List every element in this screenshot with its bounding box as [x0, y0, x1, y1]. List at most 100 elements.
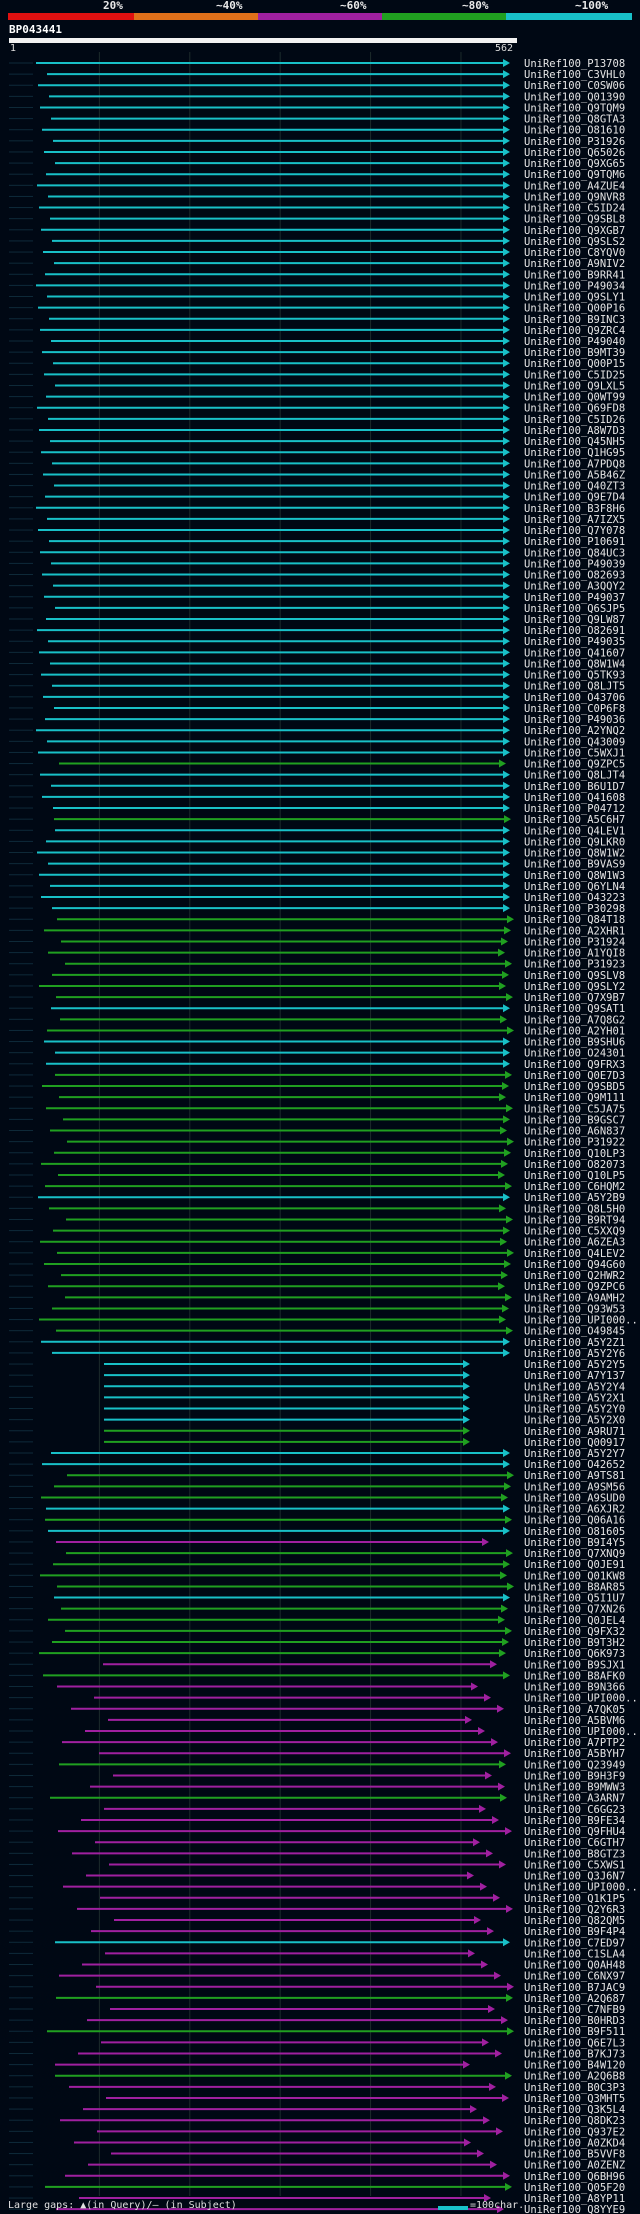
hit-row[interactable]: UniRef100_A9RU71: [9, 1426, 625, 1438]
hit-label[interactable]: UniRef100_B9RT94: [524, 1214, 625, 1226]
hit-label[interactable]: UniRef100_B9T3H2: [524, 1637, 625, 1649]
hit-row[interactable]: UniRef100_Q9SBL8: [9, 214, 625, 226]
hit-label[interactable]: UniRef100_Q9FRX3: [524, 1059, 625, 1071]
hit-row[interactable]: UniRef100_Q6SJP5: [9, 603, 625, 615]
hit-row[interactable]: UniRef100_O82691: [9, 625, 625, 637]
hit-row[interactable]: UniRef100_C5XWS1: [9, 1859, 625, 1871]
hit-row[interactable]: UniRef100_A9TS81: [9, 1470, 625, 1482]
hit-label[interactable]: UniRef100_B9H3F9: [524, 1770, 625, 1782]
hit-row[interactable]: UniRef100_A2YH01: [9, 1025, 625, 1037]
hit-label[interactable]: UniRef100_A2YNQ2: [524, 725, 625, 737]
hit-row[interactable]: UniRef100_P31923: [9, 959, 625, 971]
hit-row[interactable]: UniRef100_A5Y2Z1: [9, 1337, 625, 1349]
hit-row[interactable]: UniRef100_UPI000...: [9, 1882, 640, 1894]
hit-label[interactable]: UniRef100_P31923: [524, 959, 625, 971]
hit-label[interactable]: UniRef100_P31924: [524, 936, 625, 948]
hit-label[interactable]: UniRef100_Q6SJP5: [524, 603, 625, 615]
hit-label[interactable]: UniRef100_Q7XNQ9: [524, 1548, 625, 1560]
hit-row[interactable]: UniRef100_A2XHR1: [9, 925, 625, 937]
hit-row[interactable]: UniRef100_Q9SLS2: [9, 236, 625, 248]
hit-label[interactable]: UniRef100_B9N366: [524, 1682, 625, 1694]
hit-row[interactable]: UniRef100_Q9TQM6: [9, 169, 625, 181]
hit-label[interactable]: UniRef100_Q9TQM6: [524, 169, 625, 181]
hit-row[interactable]: UniRef100_C6GTH7: [9, 1837, 625, 1849]
hit-row[interactable]: UniRef100_C7NFB9: [9, 2004, 625, 2016]
hit-row[interactable]: UniRef100_A0ZENZ: [9, 2160, 625, 2172]
hit-row[interactable]: UniRef100_A5B46Z: [9, 469, 625, 481]
hit-row[interactable]: UniRef100_A5Y2Y4: [9, 1381, 625, 1393]
hit-label[interactable]: UniRef100_Q9E7D4: [524, 492, 625, 504]
hit-label[interactable]: UniRef100_A5Y2X0: [524, 1415, 625, 1427]
hit-label[interactable]: UniRef100_Q0WT99: [524, 392, 625, 404]
hit-row[interactable]: UniRef100_B9T3H2: [9, 1637, 625, 1649]
hit-label[interactable]: UniRef100_A5Y2B9: [524, 1192, 625, 1204]
hit-row[interactable]: UniRef100_A7IZX5: [9, 514, 625, 526]
hit-row[interactable]: UniRef100_P49034: [9, 280, 625, 292]
hit-label[interactable]: UniRef100_O43706: [524, 692, 625, 704]
hit-row[interactable]: UniRef100_Q4LEV1: [9, 825, 625, 837]
hit-row[interactable]: UniRef100_Q41608: [9, 792, 625, 804]
hit-label[interactable]: UniRef100_A4ZUE4: [524, 180, 625, 192]
hit-row[interactable]: UniRef100_A5C6H7: [9, 814, 625, 826]
hit-label[interactable]: UniRef100_B5VVF8: [524, 2149, 625, 2161]
hit-row[interactable]: UniRef100_Q9ZRC4: [9, 325, 625, 337]
hit-row[interactable]: UniRef100_A5Y2X0: [9, 1415, 625, 1427]
hit-label[interactable]: UniRef100_A8YP11: [524, 2193, 625, 2205]
hit-label[interactable]: UniRef100_B9SJX1: [524, 1659, 625, 1671]
hit-row[interactable]: UniRef100_Q9SLY1: [9, 292, 625, 304]
hit-row[interactable]: UniRef100_C0SW06: [9, 80, 625, 92]
hit-row[interactable]: UniRef100_Q6YLN4: [9, 881, 625, 893]
hit-label[interactable]: UniRef100_P31926: [524, 136, 625, 148]
hit-row[interactable]: UniRef100_Q5TK93: [9, 670, 625, 682]
hit-label[interactable]: UniRef100_C0P6F8: [524, 703, 625, 715]
hit-row[interactable]: UniRef100_O49845: [9, 1326, 625, 1338]
hit-row[interactable]: UniRef100_Q4LEV2: [9, 1248, 625, 1260]
hit-label[interactable]: UniRef100_O49845: [524, 1326, 625, 1338]
hit-label[interactable]: UniRef100_A9NIV2: [524, 258, 625, 270]
hit-label[interactable]: UniRef100_A9AMH2: [524, 1292, 625, 1304]
hit-row[interactable]: UniRef100_A6ZEA3: [9, 1237, 625, 1249]
hit-row[interactable]: UniRef100_P49036: [9, 714, 625, 726]
hit-label[interactable]: UniRef100_Q41608: [524, 792, 625, 804]
hit-row[interactable]: UniRef100_P49039: [9, 558, 625, 570]
hit-label[interactable]: UniRef100_Q3MHT5: [524, 2093, 625, 2105]
hit-row[interactable]: UniRef100_UPI000...: [9, 1315, 640, 1327]
hit-row[interactable]: UniRef100_A9NIV2: [9, 258, 625, 270]
hit-label[interactable]: UniRef100_B9MWW3: [524, 1782, 625, 1794]
hit-label[interactable]: UniRef100_Q8W1W2: [524, 848, 625, 860]
hit-row[interactable]: UniRef100_Q10LP5: [9, 1170, 625, 1182]
hit-row[interactable]: UniRef100_B9N366: [9, 1682, 625, 1694]
hit-row[interactable]: UniRef100_O43706: [9, 692, 625, 704]
hit-row[interactable]: UniRef100_P04712: [9, 803, 625, 815]
hit-label[interactable]: UniRef100_B8GTZ3: [524, 1848, 625, 1860]
hit-row[interactable]: UniRef100_Q9XG65: [9, 158, 625, 170]
hit-label[interactable]: UniRef100_C6NX97: [524, 1971, 625, 1983]
hit-row[interactable]: UniRef100_Q94G60: [9, 1259, 625, 1271]
hit-row[interactable]: UniRef100_A0ZKD4: [9, 2137, 625, 2149]
hit-row[interactable]: UniRef100_Q82QM5: [9, 1915, 625, 1927]
hit-row[interactable]: UniRef100_C8YQV0: [9, 247, 625, 259]
hit-row[interactable]: UniRef100_Q00P16: [9, 303, 625, 315]
hit-row[interactable]: UniRef100_Q9FX32: [9, 1626, 625, 1638]
hit-label[interactable]: UniRef100_P04712: [524, 803, 625, 815]
hit-row[interactable]: UniRef100_Q0WT99: [9, 392, 625, 404]
hit-row[interactable]: UniRef100_B9VAS9: [9, 859, 625, 871]
hit-row[interactable]: UniRef100_UPI000...: [9, 1693, 640, 1705]
hit-label[interactable]: UniRef100_A7Q8G2: [524, 1014, 625, 1026]
hit-label[interactable]: UniRef100_Q3K5L4: [524, 2104, 625, 2116]
hit-row[interactable]: UniRef100_Q8W1W3: [9, 870, 625, 882]
hit-row[interactable]: UniRef100_C7ED97: [9, 1937, 625, 1949]
hit-row[interactable]: UniRef100_Q01KW8: [9, 1570, 625, 1582]
hit-row[interactable]: UniRef100_A8W7D3: [9, 425, 625, 437]
hit-label[interactable]: UniRef100_C8YQV0: [524, 247, 625, 259]
hit-row[interactable]: UniRef100_Q8DK23: [9, 2115, 625, 2127]
hit-row[interactable]: UniRef100_A9SM56: [9, 1481, 625, 1493]
hit-row[interactable]: UniRef100_P10691: [9, 536, 625, 548]
hit-row[interactable]: UniRef100_Q45NH5: [9, 436, 625, 448]
hit-label[interactable]: UniRef100_Q01KW8: [524, 1570, 625, 1582]
hit-label[interactable]: UniRef100_Q9ZPC5: [524, 759, 625, 771]
hit-row[interactable]: UniRef100_B9FE34: [9, 1815, 625, 1827]
hit-label[interactable]: UniRef100_Q7X9B7: [524, 992, 625, 1004]
hit-row[interactable]: UniRef100_B9MWW3: [9, 1782, 625, 1794]
hit-label[interactable]: UniRef100_C6GTH7: [524, 1837, 625, 1849]
